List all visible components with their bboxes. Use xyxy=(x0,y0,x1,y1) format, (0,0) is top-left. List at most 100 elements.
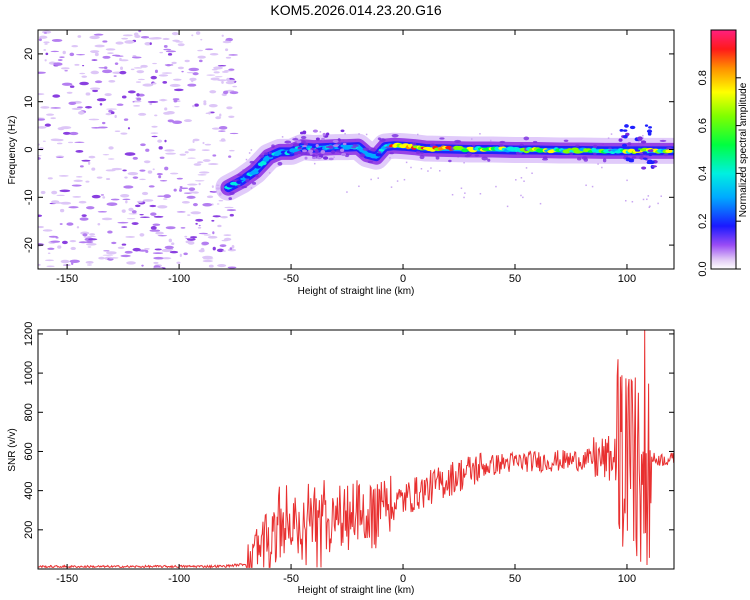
noise-speck xyxy=(515,179,517,181)
noise-speck xyxy=(410,166,412,169)
noise-speck xyxy=(136,200,144,203)
noise-speck xyxy=(66,222,74,226)
noise-speck xyxy=(58,175,69,177)
track-fuzz xyxy=(435,156,440,160)
track-fuzz xyxy=(284,140,292,144)
noise-speck xyxy=(212,154,217,157)
noise-speck xyxy=(69,52,75,57)
track-fuzz xyxy=(523,136,530,141)
track-fuzz xyxy=(354,144,359,147)
track-fuzz xyxy=(391,133,399,138)
noise-speck xyxy=(117,246,125,249)
noise-speck xyxy=(106,251,117,255)
noise-speck xyxy=(85,240,94,244)
noise-speck xyxy=(232,85,237,88)
noise-speck xyxy=(79,72,86,75)
track-fuzz xyxy=(325,132,330,136)
noise-speck xyxy=(67,141,74,144)
noise-speck xyxy=(86,206,95,210)
noise-speck xyxy=(82,233,88,237)
noise-speck xyxy=(124,40,135,44)
noise-speck xyxy=(229,149,235,152)
noise-speck xyxy=(78,200,87,204)
noise-speck xyxy=(68,101,77,106)
noise-speck xyxy=(116,103,124,106)
noise-speck xyxy=(80,231,90,235)
noise-speck xyxy=(420,167,423,170)
noise-speck xyxy=(115,41,124,45)
track-fuzz xyxy=(322,132,326,136)
track-fuzz xyxy=(640,140,647,144)
track-fuzz xyxy=(311,156,317,160)
noise-speck xyxy=(217,224,222,228)
noise-speck xyxy=(121,226,128,228)
noise-speck xyxy=(50,50,60,53)
noise-speck xyxy=(132,247,141,252)
noise-speck xyxy=(92,89,99,93)
noise-speck xyxy=(179,186,183,188)
noise-speck xyxy=(134,204,141,208)
snr-y-tick-label: 400 xyxy=(23,481,35,499)
noise-speck xyxy=(60,67,70,70)
noise-speck xyxy=(38,35,48,39)
noise-speck xyxy=(122,169,127,172)
track-fuzz xyxy=(315,137,320,141)
noise-speck xyxy=(94,44,105,48)
track-fuzz xyxy=(263,152,269,155)
track-fuzz xyxy=(602,158,607,163)
noise-speck xyxy=(79,165,84,168)
noise-speck xyxy=(206,195,214,199)
noise-speck xyxy=(187,157,196,159)
noise-speck xyxy=(195,218,204,222)
noise-speck xyxy=(228,54,238,56)
noise-speck xyxy=(121,37,129,40)
noise-speck xyxy=(140,36,150,39)
noise-speck xyxy=(161,248,172,253)
noise-speck xyxy=(139,216,150,218)
track-fuzz xyxy=(297,147,303,150)
noise-speck xyxy=(128,213,138,215)
track-fuzz xyxy=(311,154,316,157)
track-fuzz xyxy=(412,142,417,147)
noise-speck xyxy=(209,52,219,56)
noise-speck xyxy=(47,177,53,180)
noise-speck xyxy=(648,206,651,209)
noise-speck xyxy=(224,206,234,209)
track-fuzz xyxy=(389,152,394,155)
noise-speck xyxy=(71,107,82,110)
noise-speck xyxy=(38,71,46,74)
noise-speck xyxy=(101,217,113,221)
noise-speck xyxy=(198,249,205,253)
noise-speck xyxy=(150,75,157,80)
noise-speck xyxy=(160,98,167,102)
noise-speck xyxy=(647,195,650,197)
noise-speck xyxy=(358,185,360,188)
noise-speck xyxy=(162,80,168,84)
track-fuzz xyxy=(569,152,574,155)
noise-speck xyxy=(120,132,128,135)
noise-speck xyxy=(142,199,154,202)
noise-speck xyxy=(114,114,117,119)
noise-speck xyxy=(85,242,97,246)
noise-speck xyxy=(197,226,202,229)
noise-speck xyxy=(649,205,651,208)
noise-speck xyxy=(105,169,116,172)
track-fuzz xyxy=(651,165,658,168)
track-fuzz xyxy=(236,174,243,177)
colorbar-gradient xyxy=(710,29,737,270)
noise-speck xyxy=(190,236,198,239)
noise-speck xyxy=(202,159,211,162)
noise-speck xyxy=(132,156,138,160)
noise-speck xyxy=(114,130,121,133)
noise-speck xyxy=(171,242,175,246)
noise-speck xyxy=(211,68,218,71)
noise-speck xyxy=(179,188,183,192)
noise-speck xyxy=(123,185,134,189)
noise-speck xyxy=(105,112,112,116)
noise-speck xyxy=(463,196,465,199)
track-fuzz xyxy=(342,142,347,146)
colorbar-tick-label: 0.4 xyxy=(697,166,709,181)
noise-speck xyxy=(194,103,199,107)
noise-speck xyxy=(179,253,182,257)
noise-speck xyxy=(147,101,159,103)
